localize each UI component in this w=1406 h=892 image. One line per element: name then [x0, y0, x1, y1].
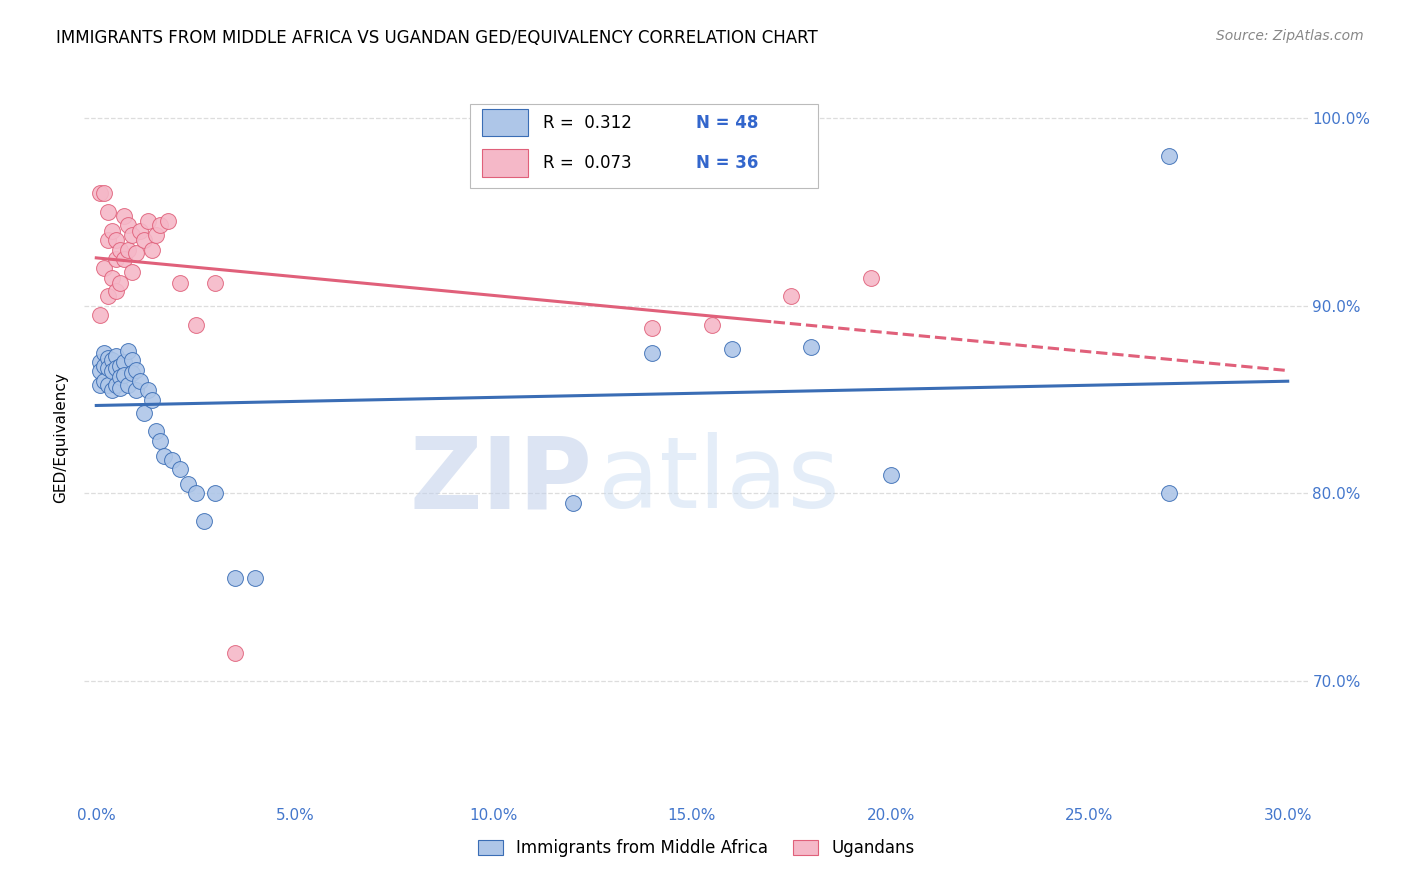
Point — [89, 308, 111, 322]
Point — [97, 205, 120, 219]
Point — [152, 449, 174, 463]
Text: IMMIGRANTS FROM MIDDLE AFRICA VS UGANDAN GED/EQUIVALENCY CORRELATION CHART: IMMIGRANTS FROM MIDDLE AFRICA VS UGANDAN… — [56, 29, 818, 46]
Point — [101, 224, 124, 238]
Point — [93, 359, 115, 373]
Point — [141, 392, 163, 407]
Point — [89, 377, 111, 392]
Point — [108, 370, 131, 384]
Point — [108, 243, 131, 257]
Point — [149, 218, 172, 232]
Point — [132, 233, 155, 247]
Point — [121, 367, 143, 381]
Point — [641, 321, 664, 335]
Point — [720, 342, 742, 356]
Point — [780, 289, 803, 303]
Point — [121, 265, 143, 279]
Bar — [482, 149, 529, 177]
Text: N = 36: N = 36 — [696, 153, 758, 172]
Legend: Immigrants from Middle Africa, Ugandans: Immigrants from Middle Africa, Ugandans — [471, 832, 921, 864]
Point — [700, 318, 723, 332]
Point — [561, 496, 583, 510]
Point — [101, 270, 124, 285]
Point — [224, 646, 246, 660]
Point — [89, 355, 111, 369]
Point — [184, 486, 207, 500]
Point — [93, 186, 115, 201]
Point — [121, 227, 143, 242]
Text: Source: ZipAtlas.com: Source: ZipAtlas.com — [1216, 29, 1364, 43]
Point — [105, 284, 128, 298]
Point — [93, 345, 115, 359]
Point — [101, 353, 124, 368]
Text: ZIP: ZIP — [409, 433, 592, 530]
Point — [117, 243, 139, 257]
Point — [859, 270, 882, 285]
Point — [97, 360, 120, 375]
Text: R =  0.312: R = 0.312 — [543, 113, 631, 131]
Point — [129, 224, 152, 238]
Point — [145, 227, 167, 242]
Point — [176, 477, 198, 491]
Point — [108, 277, 131, 291]
Point — [105, 252, 128, 266]
Point — [117, 218, 139, 232]
Point — [1157, 486, 1180, 500]
Point — [184, 318, 207, 332]
Point — [108, 381, 131, 395]
Point — [136, 383, 159, 397]
Point — [1157, 149, 1180, 163]
Point — [243, 571, 266, 585]
Bar — [482, 109, 529, 136]
Point — [105, 377, 128, 392]
Point — [204, 277, 226, 291]
Point — [145, 425, 167, 439]
Text: atlas: atlas — [598, 433, 839, 530]
Point — [160, 452, 183, 467]
Point — [97, 377, 120, 392]
Point — [129, 374, 152, 388]
Point — [101, 383, 124, 397]
Point — [112, 209, 135, 223]
Point — [108, 359, 131, 373]
Text: R =  0.073: R = 0.073 — [543, 153, 631, 172]
Point — [101, 364, 124, 378]
Point — [105, 233, 128, 247]
Point — [132, 406, 155, 420]
FancyBboxPatch shape — [470, 104, 818, 188]
Point — [879, 467, 901, 482]
Point — [121, 353, 143, 368]
Point — [141, 243, 163, 257]
Point — [97, 351, 120, 366]
Y-axis label: GED/Equivalency: GED/Equivalency — [53, 372, 69, 502]
Point — [641, 345, 664, 359]
Point — [169, 277, 191, 291]
Point — [117, 377, 139, 392]
Point — [204, 486, 226, 500]
Point — [105, 360, 128, 375]
Point — [149, 434, 172, 448]
Point — [125, 246, 148, 260]
Point — [105, 350, 128, 364]
Point — [89, 186, 111, 201]
Point — [93, 261, 115, 276]
Point — [169, 462, 191, 476]
Point — [125, 362, 148, 376]
Point — [112, 368, 135, 383]
Point — [136, 214, 159, 228]
Point — [193, 515, 215, 529]
Point — [112, 355, 135, 369]
Point — [97, 233, 120, 247]
Point — [156, 214, 179, 228]
Point — [125, 383, 148, 397]
Point — [112, 252, 135, 266]
Point — [117, 343, 139, 358]
Text: N = 48: N = 48 — [696, 113, 758, 131]
Point — [224, 571, 246, 585]
Point — [89, 364, 111, 378]
Point — [93, 374, 115, 388]
Point — [97, 289, 120, 303]
Point — [800, 340, 823, 354]
